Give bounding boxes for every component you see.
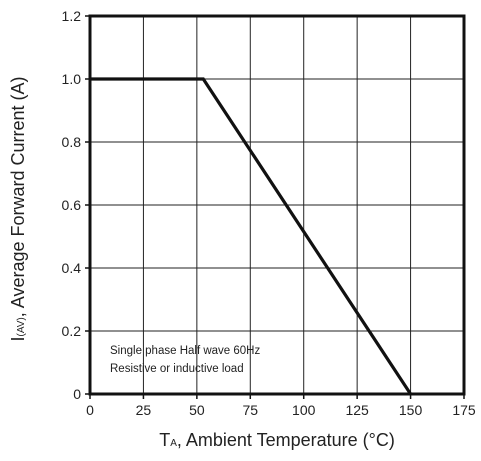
y-label-rest: , Average Forward Current (A) xyxy=(8,76,28,317)
y-tick-label: 0.2 xyxy=(62,323,82,339)
y-tick-label: 0.8 xyxy=(62,134,82,150)
series-layer xyxy=(90,77,412,395)
tick-labels: 0 25 50 75 100 125 150 175 0 0.2 0.4 0.6 0.8 1.0 1.2 xyxy=(62,8,476,418)
y-tick-label: 0.6 xyxy=(62,197,82,213)
grid-lines xyxy=(85,15,465,399)
y-axis-label: I(AV), Average Forward Current (A) xyxy=(8,76,28,341)
x-tick-label: 50 xyxy=(189,402,205,418)
annotation-line-2: Resistive or inductive load xyxy=(110,363,244,375)
annotation-line-1: Single phase Half wave 60Hz xyxy=(110,345,260,357)
x-tick-label: 75 xyxy=(242,402,258,418)
x-axis-label: TA, Ambient Temperature (°C) xyxy=(159,430,395,450)
plot-frame xyxy=(88,14,466,396)
x-tick-label: 125 xyxy=(345,402,369,418)
y-tick-label: 1.0 xyxy=(62,71,82,87)
x-label-main: T xyxy=(159,430,170,450)
x-tick-label: 100 xyxy=(292,402,316,418)
y-label-sub: (AV) xyxy=(16,317,27,336)
x-tick-label: 0 xyxy=(86,402,94,418)
y-label-main: I xyxy=(8,337,28,342)
x-label-sub: A xyxy=(170,438,177,449)
x-label-rest: , Ambient Temperature (°C) xyxy=(177,430,395,450)
y-tick-label: 0.4 xyxy=(62,260,82,276)
x-tick-label: 150 xyxy=(399,402,423,418)
x-tick-label: 25 xyxy=(136,402,152,418)
y-tick-label: 0 xyxy=(73,386,81,402)
x-tick-label: 175 xyxy=(452,402,476,418)
derating-curve xyxy=(90,77,412,395)
y-tick-label: 1.2 xyxy=(62,8,82,24)
